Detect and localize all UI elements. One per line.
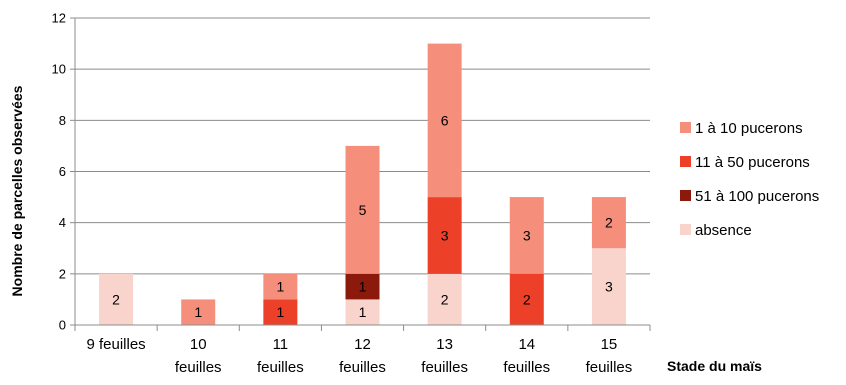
data-label: 3 — [441, 227, 449, 243]
y-tick-label: 12 — [52, 11, 66, 26]
data-label: 1 — [276, 279, 284, 295]
bar-segment — [427, 197, 462, 274]
axes — [70, 17, 651, 331]
bar-segment — [345, 273, 380, 300]
legend-swatch — [680, 190, 691, 201]
y-tick-label: 2 — [59, 266, 66, 281]
y-tick-label: 6 — [59, 164, 66, 179]
bar-segment — [99, 273, 134, 325]
x-tick-label: feuilles — [421, 359, 468, 376]
bar-segment — [509, 197, 544, 274]
legend-label: 51 à 100 pucerons — [695, 188, 819, 205]
x-tick-label: feuilles — [339, 359, 386, 376]
x-tick-label: 11 — [273, 336, 289, 353]
y-tick-label: 8 — [59, 113, 66, 128]
legend-label: 1 à 10 pucerons — [695, 120, 803, 137]
data-label: 3 — [523, 227, 531, 243]
bar-segment — [345, 145, 380, 274]
bars: 2 1 1 1 1 1 5 2 3 6 2 3 3 2 — [99, 43, 626, 325]
bar-segment — [345, 299, 380, 325]
data-label: 6 — [441, 112, 449, 128]
y-tick-labels: 0 2 4 6 8 10 12 — [52, 11, 66, 333]
x-tick-label: feuilles — [503, 359, 550, 376]
y-tick-label: 10 — [52, 62, 66, 77]
x-axis-title: Stade du maïs — [667, 358, 762, 374]
legend-swatch — [680, 122, 691, 133]
x-tick-label: feuilles — [586, 359, 633, 376]
x-tick-label: 13 — [436, 336, 453, 353]
bar-segment — [263, 299, 298, 325]
legend-label: absence — [695, 222, 752, 239]
x-tick-label: feuilles — [257, 359, 304, 376]
x-tick-label: 15 — [601, 336, 618, 353]
data-label: 2 — [523, 291, 531, 307]
data-label: 1 — [276, 304, 284, 320]
y-tick-label: 4 — [59, 215, 66, 230]
bar-segment — [591, 197, 626, 249]
bar-segment — [181, 299, 216, 325]
data-label: 3 — [605, 279, 613, 295]
y-tick-label: 0 — [59, 318, 66, 333]
bar-segment — [427, 43, 462, 198]
data-label: 1 — [359, 304, 367, 320]
data-label: 1 — [194, 304, 202, 320]
legend-swatch — [680, 224, 691, 235]
data-label: 5 — [359, 202, 367, 218]
data-label: 2 — [112, 291, 120, 307]
bar-segment — [263, 273, 298, 300]
x-tick-label: feuilles — [175, 359, 222, 376]
data-label: 2 — [441, 291, 449, 307]
legend-swatch — [680, 156, 691, 167]
y-axis-title: Nombre de parcelles observées — [9, 85, 25, 296]
bar-segment — [509, 273, 544, 325]
legend: 1 à 10 pucerons 11 à 50 pucerons 51 à 100 … — [680, 120, 819, 239]
x-tick-label: 14 — [518, 336, 535, 353]
data-label: 2 — [605, 215, 613, 231]
x-tick-label: 12 — [354, 336, 371, 353]
bar-segment — [591, 248, 626, 325]
bar-segment — [427, 273, 462, 325]
data-label: 1 — [359, 279, 367, 295]
legend-label: 11 à 50 pucerons — [695, 154, 810, 171]
x-tick-label: 9 feuilles — [86, 336, 145, 353]
x-tick-labels: 9 feuilles 10 feuilles 11 feuilles 12 feuilles… — [86, 336, 632, 376]
x-tick-label: 10 — [190, 336, 207, 353]
